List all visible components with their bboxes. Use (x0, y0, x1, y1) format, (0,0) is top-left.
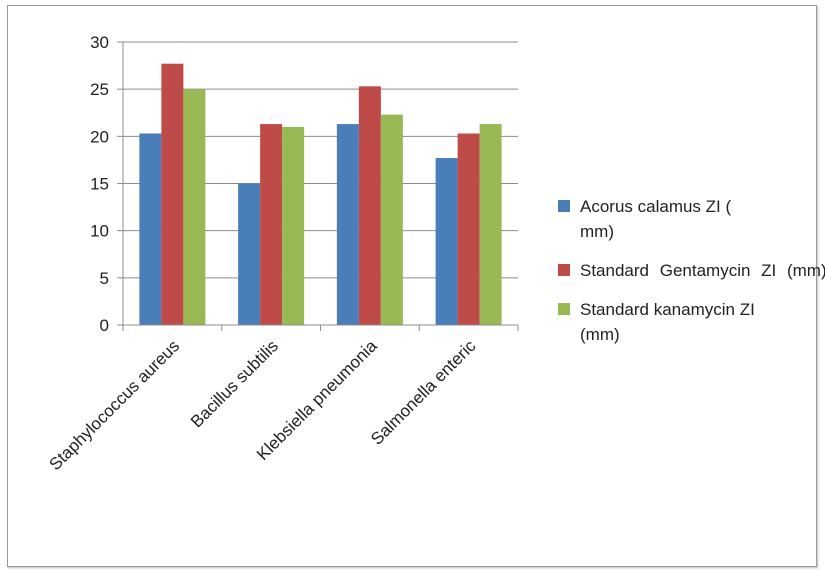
bar-chart: 0 5 10 15 20 25 30 Staphylococcus aureus Bacill… (45, 33, 519, 474)
bar (260, 124, 283, 325)
legend: Acorus calamus ZI ( mm) Standard Gentamy… (558, 194, 825, 361)
bar (282, 126, 305, 326)
y-tick-label: 10 (90, 222, 109, 241)
x-category-label: Bacillus subtilis (187, 336, 282, 431)
y-tick-label: 0 (100, 316, 109, 335)
legend-label-kanamycin: Standard kanamycin ZI (mm) (580, 300, 755, 344)
x-category-label: Salmonella enteric (367, 336, 480, 449)
bar (358, 86, 381, 325)
axes (122, 42, 519, 331)
x-category-label: Staphylococcus aureus (45, 336, 183, 474)
y-tick-label: 5 (100, 269, 109, 288)
bar (479, 124, 502, 325)
chart-frame: 0 5 10 15 20 25 30 Staphylococcus aureus Bacill… (7, 5, 825, 567)
legend-label-acorus: Acorus calamus ZI ( mm) (580, 197, 732, 241)
legend-item-acorus: Acorus calamus ZI ( mm) (558, 194, 745, 244)
bar (139, 133, 162, 325)
bar (238, 183, 261, 325)
y-tick-label: 15 (90, 175, 109, 194)
bars (139, 63, 502, 326)
legend-item-gentamycin: Standard Gentamycin ZI (mm) (558, 258, 825, 283)
legend-swatch-acorus (558, 200, 570, 212)
bar (336, 124, 359, 325)
y-axis-ticks: 0 5 10 15 20 25 30 (90, 33, 123, 335)
legend-item-kanamycin: Standard kanamycin ZI (mm) (558, 297, 780, 347)
bar (380, 114, 403, 326)
legend-swatch-kanamycin (558, 303, 570, 315)
legend-label-gentamycin: Standard Gentamycin ZI (mm) (580, 261, 825, 280)
bar (183, 89, 206, 326)
bar (457, 133, 480, 325)
bar (435, 158, 458, 325)
y-tick-label: 20 (90, 127, 109, 146)
y-tick-label: 30 (90, 33, 109, 52)
y-tick-label: 25 (90, 80, 109, 99)
legend-swatch-gentamycin (558, 264, 570, 276)
x-axis-labels: Staphylococcus aureus Bacillus subtilisKl… (45, 336, 479, 474)
bar (161, 63, 184, 326)
